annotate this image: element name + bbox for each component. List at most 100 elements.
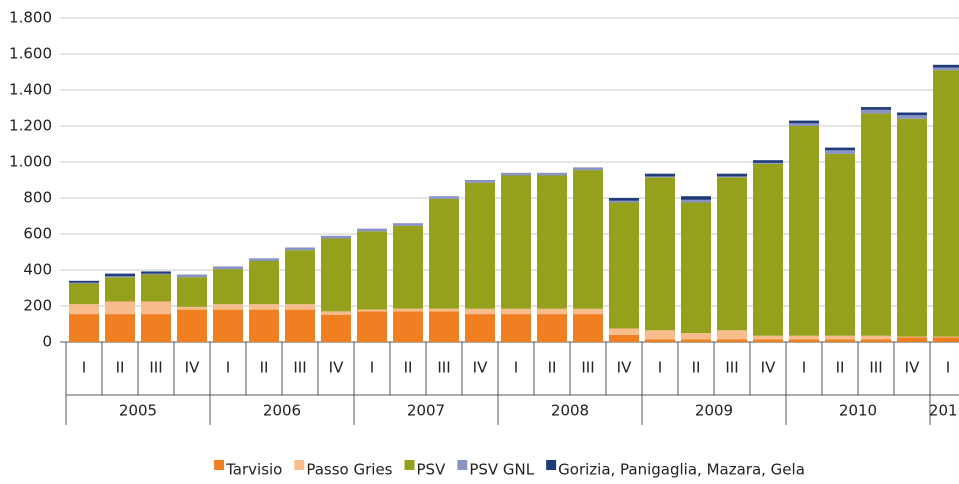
bar-segment — [69, 314, 99, 342]
bar-segment — [609, 200, 639, 203]
y-tick-label: 200 — [23, 297, 52, 315]
bar-segment — [861, 339, 891, 342]
bar-segment — [465, 182, 495, 309]
bar-segment — [249, 304, 279, 310]
bar-segment — [537, 314, 567, 342]
bar-segment — [609, 198, 639, 201]
x-tick-label: III — [293, 359, 306, 377]
bar-segment — [213, 304, 243, 310]
bar-segment — [753, 162, 783, 164]
x-tick-label: IV — [761, 359, 776, 377]
bar-segment — [537, 308, 567, 315]
bar-segment — [753, 160, 783, 163]
bar-segment — [609, 328, 639, 335]
bar-segment — [105, 276, 135, 278]
bar-segment — [897, 118, 927, 337]
bar-segment — [213, 269, 243, 305]
bar-segment — [681, 333, 711, 340]
year-label: 2011 — [929, 402, 959, 420]
y-tick-label: 600 — [23, 225, 52, 243]
bar-segment — [573, 167, 603, 171]
bar-segment — [609, 202, 639, 329]
year-label: 2007 — [407, 402, 445, 420]
x-tick-label: I — [514, 359, 518, 377]
bar-segment — [177, 306, 207, 310]
bar-segment — [717, 339, 747, 342]
bar-segment — [825, 335, 855, 340]
bar-segment — [717, 176, 747, 178]
bar-segment — [573, 170, 603, 309]
legend-swatch — [214, 460, 225, 470]
x-tick-label: III — [149, 359, 162, 377]
bar-segment — [681, 339, 711, 342]
bar-segment — [753, 163, 783, 336]
bar-segment — [429, 198, 459, 309]
bar-segment — [177, 277, 207, 307]
bar-segment — [825, 339, 855, 342]
bar-segment — [789, 120, 819, 124]
bar-segment — [429, 311, 459, 342]
year-label: 2010 — [839, 402, 877, 420]
bar-segment — [465, 314, 495, 342]
bar-segment — [465, 180, 495, 183]
y-tick-label: 1.400 — [9, 81, 52, 99]
bar-segment — [933, 70, 959, 337]
bar-segment — [645, 330, 675, 340]
bar-segment — [285, 309, 315, 342]
bar-segment — [141, 301, 171, 315]
bar-segment — [537, 175, 567, 309]
legend-swatch — [457, 460, 468, 470]
x-tick-label: III — [581, 359, 594, 377]
bar-segment — [213, 309, 243, 342]
bar-segment — [861, 113, 891, 336]
bar-segment — [393, 225, 423, 309]
bar-segment — [69, 283, 99, 305]
bar-segment — [321, 315, 351, 342]
bar-segment — [357, 231, 387, 310]
bar-segment — [177, 309, 207, 342]
bar-segment — [213, 266, 243, 270]
legend-label: Gorizia, Panigaglia, Mazara, Gela — [558, 461, 805, 479]
bar-segment — [933, 67, 959, 71]
x-tick-label: I — [946, 359, 950, 377]
bar-segment — [501, 175, 531, 309]
bar-segment — [249, 261, 279, 305]
bar-segment — [429, 308, 459, 312]
bar-segment — [645, 339, 675, 342]
bar-segment — [141, 314, 171, 342]
x-tick-label: IV — [617, 359, 632, 377]
bar-segment — [861, 109, 891, 114]
bar-segment — [789, 126, 819, 336]
bar-segment — [285, 247, 315, 251]
x-tick-label: IV — [329, 359, 344, 377]
x-tick-label: III — [869, 359, 882, 377]
bar-segment — [861, 335, 891, 340]
bar-segment — [573, 314, 603, 342]
bar-segment — [321, 238, 351, 312]
y-tick-label: 1.600 — [9, 45, 52, 63]
x-tick-label: II — [692, 359, 701, 377]
bar-segment — [609, 334, 639, 342]
bar-segment — [753, 335, 783, 340]
x-tick-label: II — [260, 359, 269, 377]
x-tick-label: I — [802, 359, 806, 377]
bar-segment — [501, 314, 531, 342]
bar-segment — [393, 308, 423, 312]
bar-segment — [141, 271, 171, 274]
x-tick-label: II — [836, 359, 845, 377]
bar-segment — [285, 250, 315, 305]
bar-segment — [861, 107, 891, 110]
y-tick-label: 0 — [42, 333, 52, 351]
year-label: 2008 — [551, 402, 589, 420]
bar-segment — [825, 153, 855, 336]
bar-segment — [249, 258, 279, 261]
bar-segment — [249, 309, 279, 342]
bar-segment — [681, 199, 711, 203]
bar-segment — [789, 335, 819, 340]
x-tick-label: IV — [473, 359, 488, 377]
year-label: 2009 — [695, 402, 733, 420]
bar-segment — [717, 177, 747, 331]
bar-segment — [321, 235, 351, 239]
bar-segment — [681, 202, 711, 333]
bar-segment — [429, 196, 459, 199]
